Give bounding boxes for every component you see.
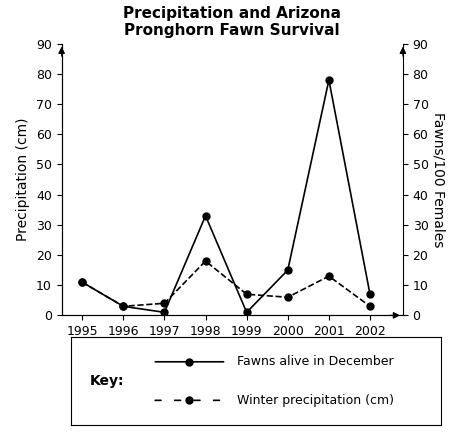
Y-axis label: Fawns/100 Females: Fawns/100 Females (431, 112, 445, 247)
Title: Precipitation and Arizona
Pronghorn Fawn Survival: Precipitation and Arizona Pronghorn Fawn… (123, 6, 341, 39)
Text: Key:: Key: (90, 374, 124, 388)
Text: Fawns alive in December: Fawns alive in December (237, 355, 394, 368)
X-axis label: Year: Year (213, 344, 251, 359)
Text: Winter precipitation (cm): Winter precipitation (cm) (237, 394, 394, 407)
Y-axis label: Precipitation (cm): Precipitation (cm) (16, 118, 30, 241)
